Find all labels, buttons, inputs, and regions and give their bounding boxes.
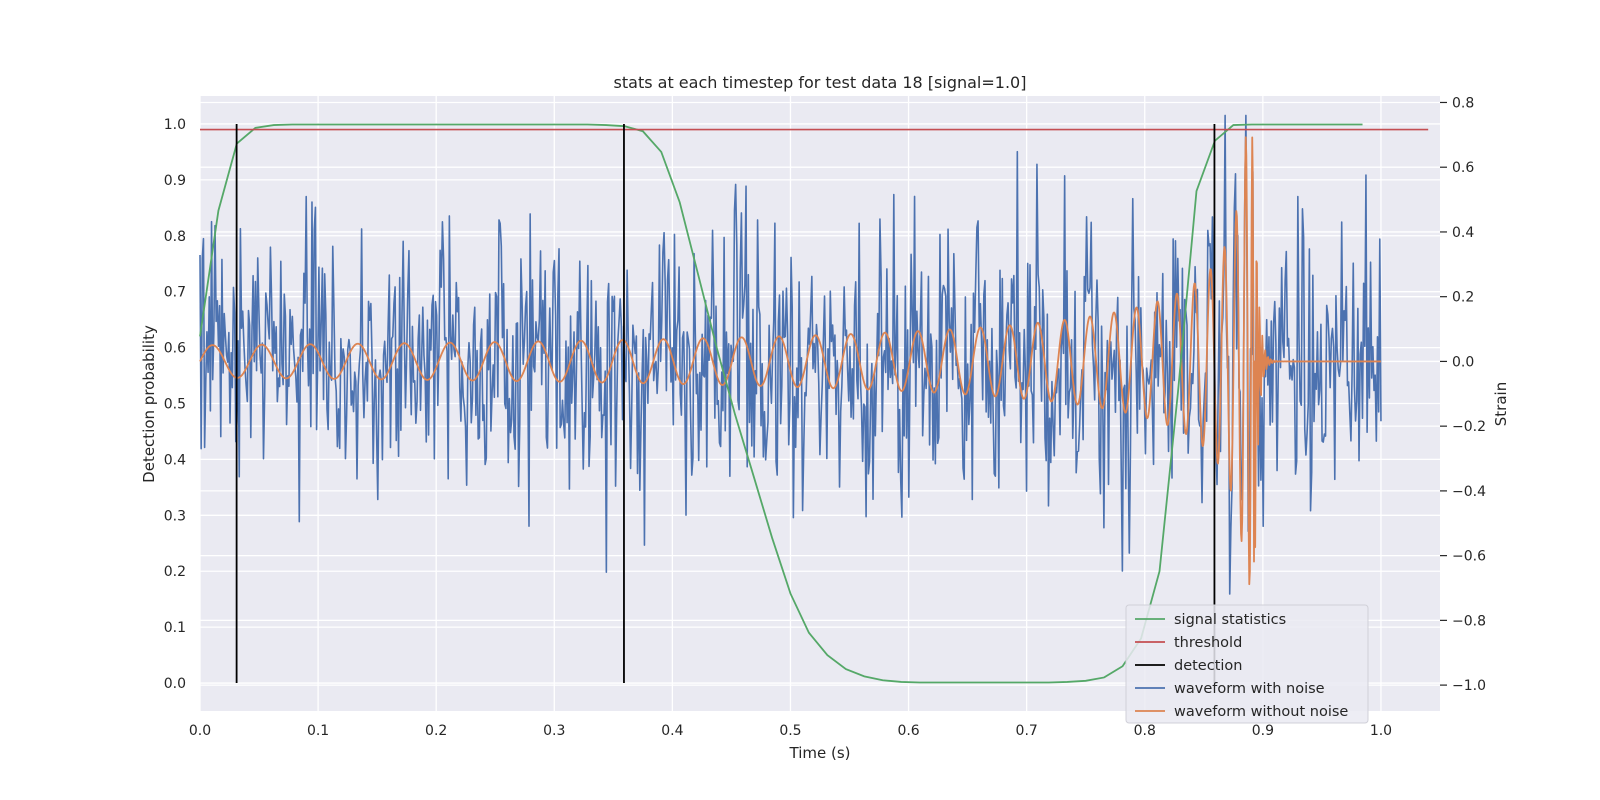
waveform-without-noise-line (199, 136, 1382, 586)
y-right-tick-label: 0.2 (1452, 290, 1474, 306)
axis-ticks: 0.0 0.1 0.2 0.3 0.4 0.5 0.6 0.7 0.8 0.9 1.0 0.0 0.1 0… (164, 95, 1486, 739)
y-right-tick-label: −1.0 (1452, 678, 1486, 694)
series-signal-statistics (199, 123, 1363, 684)
y-left-tick-label: 0.5 (164, 397, 186, 413)
waveform-with-noise-line (199, 114, 1382, 595)
x-tick-label: 1.0 (1370, 723, 1392, 739)
y-right-tick-label: −0.8 (1452, 613, 1486, 629)
y-right-tick-label: −0.6 (1452, 549, 1486, 565)
x-tick-label: 0.3 (543, 723, 565, 739)
series-detection (235, 123, 1216, 684)
legend-box (1125, 604, 1369, 724)
x-tick-label: 0.9 (1252, 723, 1274, 739)
legend-label: signal statistics (1174, 612, 1286, 628)
series-waveform-without-noise (199, 136, 1382, 586)
y-left-tick-label: 0.4 (164, 452, 186, 468)
y-left-tick-label: 0.0 (164, 676, 186, 692)
y-right-tick-label: −0.2 (1452, 419, 1486, 435)
y-axis-right-title: Strain (1492, 382, 1510, 426)
y-left-tick-label: 0.9 (164, 173, 186, 189)
x-tick-label: 0.0 (189, 723, 211, 739)
y-right-tick-label: 0.6 (1452, 160, 1474, 176)
legend-label: threshold (1174, 635, 1242, 651)
x-tick-label: 0.1 (307, 723, 329, 739)
signal-statistics-line (199, 123, 1363, 684)
x-tick-label: 0.5 (779, 723, 801, 739)
chart-title: stats at each timestep for test data 18 … (614, 73, 1027, 92)
legend-label: waveform without noise (1174, 704, 1348, 720)
x-tick-label: 0.7 (1016, 723, 1038, 739)
y-left-tick-label: 0.7 (164, 285, 186, 301)
y-left-tick-label: 0.8 (164, 229, 186, 245)
y-left-tick-label: 0.6 (164, 341, 186, 357)
y-right-tick-label: 0.8 (1452, 95, 1474, 111)
series-waveform-with-noise (199, 114, 1382, 595)
y-left-tick-label: 0.1 (164, 620, 186, 636)
y-right-tick-label: −0.4 (1452, 484, 1486, 500)
y-axis-left-title: Detection probability (140, 325, 158, 483)
x-tick-label: 0.6 (897, 723, 919, 739)
y-left-tick-label: 0.2 (164, 564, 186, 580)
y-left-tick-label: 1.0 (164, 117, 186, 133)
x-tick-label: 0.2 (425, 723, 447, 739)
legend: signal statistics threshold detection wavef… (1125, 604, 1369, 724)
x-tick-label: 0.4 (661, 723, 683, 739)
y-right-tick-label: 0.4 (1452, 225, 1474, 241)
x-axis-title: Time (s) (789, 744, 851, 762)
legend-label: detection (1174, 658, 1242, 674)
y-left-tick-label: 0.3 (164, 508, 186, 524)
x-tick-label: 0.8 (1134, 723, 1156, 739)
legend-label: waveform with noise (1174, 681, 1325, 697)
y-right-tick-label: 0.0 (1452, 354, 1474, 370)
